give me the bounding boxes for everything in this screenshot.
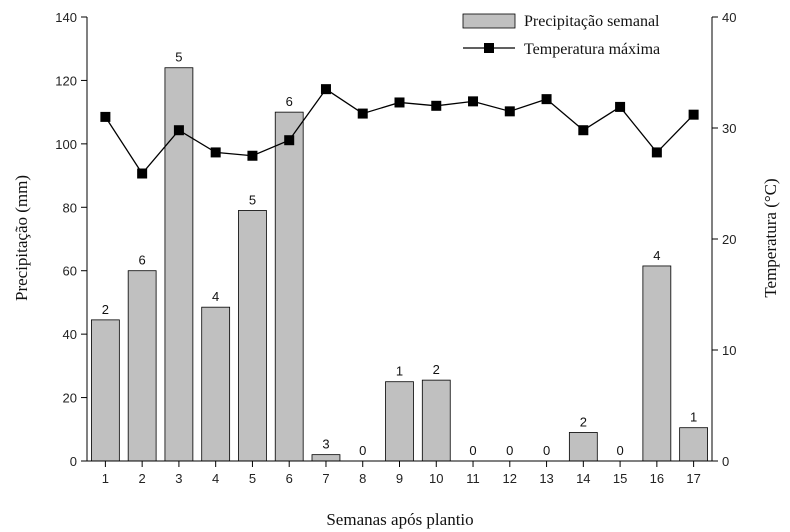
bar-labels: 2 6 5 4 5 6 3 0 1 2 0 0 0 2 0 4 1 [102, 50, 697, 458]
bar-data-label: 1 [690, 410, 697, 425]
bar-data-label: 2 [102, 302, 109, 317]
x-tick-label: 11 [466, 471, 480, 486]
legend-line-label: Temperatura máxima [524, 41, 660, 58]
temperature-point [247, 150, 258, 161]
temperature-point [578, 125, 589, 136]
x-tick-label: 3 [175, 471, 182, 486]
bar-data-label: 0 [543, 443, 550, 458]
temperature-point [284, 135, 295, 146]
temperature-point [320, 84, 331, 95]
x-tick-label: 12 [503, 471, 517, 486]
precipitation-bar [679, 427, 708, 462]
bar-data-label: 0 [506, 443, 513, 458]
bar-data-label: 3 [322, 437, 329, 452]
y2-tick-label: 10 [722, 343, 736, 358]
temperature-point [173, 125, 184, 136]
precipitation-bar [385, 381, 414, 462]
bar-data-label: 6 [286, 94, 293, 109]
temperature-point [100, 111, 111, 122]
precipitation-bar [238, 210, 267, 462]
temperature-point [541, 94, 552, 105]
precipitation-bar [91, 319, 120, 462]
y-tick-label: 120 [55, 73, 77, 88]
y2-tick-label: 20 [722, 232, 736, 247]
y2-tick-label: 30 [722, 121, 736, 136]
legend-line-marker [484, 43, 494, 53]
legend: Precipitação semanal Temperatura máxima [462, 13, 660, 58]
y-axis-title: Precipitação (mm) [12, 175, 31, 301]
precipitation-bar [127, 270, 157, 462]
bar-data-label: 0 [469, 443, 476, 458]
legend-bar-swatch [462, 13, 516, 29]
x-tick-label: 9 [396, 471, 403, 486]
y2-tick-label: 40 [722, 10, 736, 25]
precipitation-bar [642, 265, 672, 462]
y-tick-label: 140 [55, 10, 77, 25]
x-tick-label: 6 [286, 471, 293, 486]
y-tick-label: 80 [63, 200, 77, 215]
x-tick-label: 4 [212, 471, 219, 486]
bar-data-label: 5 [175, 50, 182, 65]
precipitation-bar [201, 306, 231, 462]
bar-data-label: 2 [580, 414, 587, 429]
temperature-point [431, 100, 442, 111]
temperature-point [357, 108, 368, 119]
x-tick-label: 1 [102, 471, 109, 486]
legend-bar-label: Precipitação semanal [524, 13, 660, 30]
bar-data-label: 6 [139, 253, 146, 268]
y2-axis-title: Temperatura (°C) [761, 178, 780, 297]
temperature-point [504, 106, 515, 117]
x-axis-title: Semanas após plantio [326, 510, 473, 529]
y-tick-label: 100 [55, 137, 77, 152]
temperature-point [468, 96, 479, 107]
temperature-line-series [100, 84, 699, 179]
x-tick-label: 10 [429, 471, 443, 486]
y-tick-label: 0 [70, 454, 77, 469]
x-tick-label: 8 [359, 471, 366, 486]
bar-data-label: 2 [433, 362, 440, 377]
x-tick-label: 5 [249, 471, 256, 486]
x-tick-label: 2 [139, 471, 146, 486]
precipitation-bar [421, 379, 451, 462]
precipitation-bar [274, 111, 304, 462]
x-tick-label: 16 [650, 471, 664, 486]
bar-data-label: 0 [359, 443, 366, 458]
bar-data-label: 5 [249, 192, 256, 207]
x-tick-label: 13 [539, 471, 553, 486]
precipitation-bar [568, 432, 598, 462]
temperature-point [615, 101, 626, 112]
temperature-point [651, 147, 662, 158]
temperature-point [394, 97, 405, 108]
x-tick-label: 7 [322, 471, 329, 486]
x-tick-label: 14 [576, 471, 590, 486]
precipitation-bar [311, 454, 341, 462]
bar-series [91, 67, 708, 462]
bar-data-label: 1 [396, 364, 403, 379]
x-tick-label: 15 [613, 471, 627, 486]
y2-tick-label: 0 [722, 454, 729, 469]
temperature-point [688, 109, 699, 120]
y-tick-label: 60 [63, 264, 77, 279]
y-tick-label: 20 [63, 391, 77, 406]
x-tick-label: 17 [686, 471, 700, 486]
bar-data-label: 4 [653, 248, 660, 263]
y-tick-label: 40 [63, 327, 77, 342]
bar-data-label: 0 [616, 443, 623, 458]
bar-data-label: 4 [212, 289, 219, 304]
temperature-point [210, 147, 221, 158]
temperature-point [137, 168, 148, 179]
